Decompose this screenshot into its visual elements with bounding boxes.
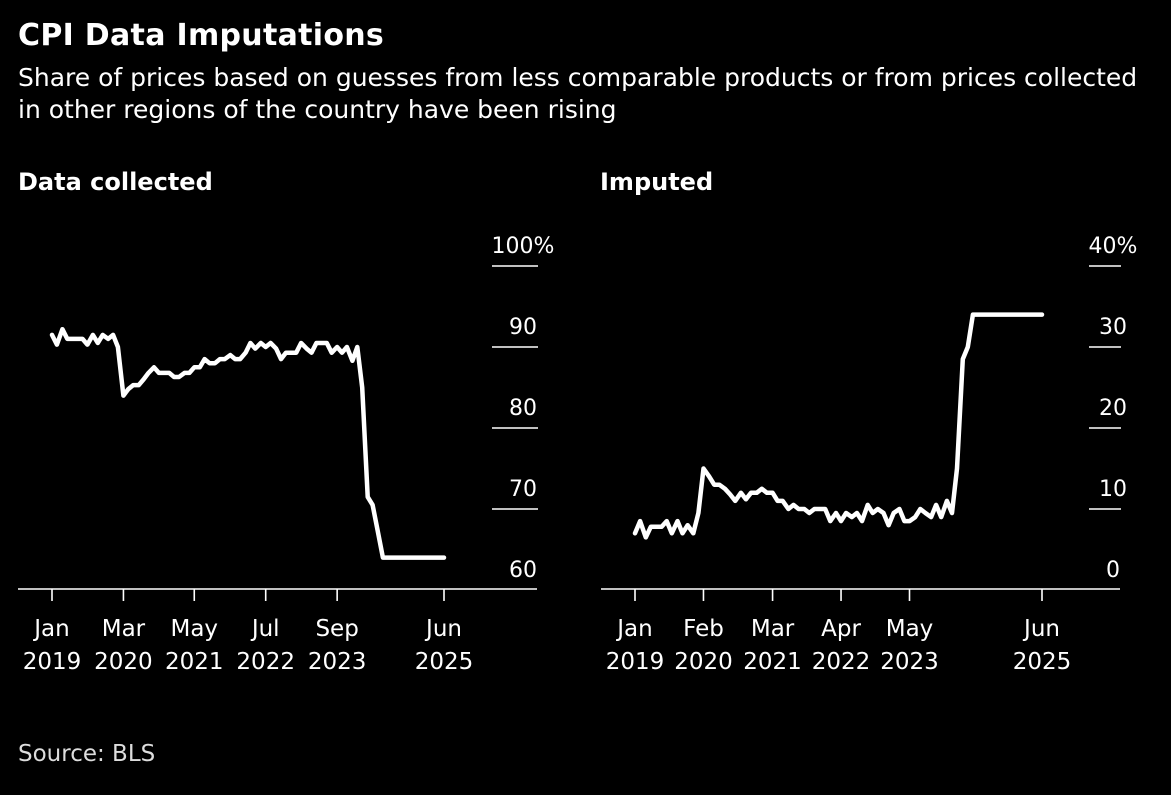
x-tick-label-year: 2022 bbox=[812, 649, 871, 675]
x-tick-label-year: 2025 bbox=[415, 649, 474, 675]
x-tick-label-year: 2023 bbox=[308, 649, 367, 675]
chart-title: CPI Data Imputations bbox=[18, 18, 385, 53]
x-tick-label-year: 2025 bbox=[1013, 649, 1072, 675]
x-tick-label-month: Sep bbox=[315, 616, 358, 642]
x-tick-label-month: May bbox=[886, 616, 934, 642]
y-tick-label: 100% bbox=[492, 234, 555, 259]
x-tick-label-year: 2020 bbox=[94, 649, 153, 675]
panel-data-collected: 100% 90 80 70 60 Jan 2019 Mar 2020 May 2021 Jul 2022… bbox=[18, 234, 554, 675]
x-tick-label-month: Feb bbox=[683, 616, 724, 642]
panel-title-imputed: Imputed bbox=[600, 168, 714, 196]
x-tick-label-year: 2022 bbox=[236, 649, 295, 675]
x-tick-label-year: 2021 bbox=[743, 649, 802, 675]
x-tick-label-month: Jun bbox=[1022, 616, 1060, 642]
panel-imputed: 40% 30 20 10 0 Jan 2019 Feb 2020 Mar 2021 Apr 2022 Ma… bbox=[601, 234, 1137, 675]
x-tick-label-month: Jan bbox=[615, 616, 652, 642]
x-tick-label-year: 2023 bbox=[880, 649, 939, 675]
y-tick-label: 70 bbox=[509, 477, 537, 502]
x-tick-label-month: Jul bbox=[250, 616, 280, 642]
panel-title-data-collected: Data collected bbox=[18, 168, 213, 196]
y-tick-label: 90 bbox=[509, 315, 537, 340]
y-tick-label: 0 bbox=[1106, 558, 1120, 583]
series-line bbox=[49, 326, 447, 560]
x-tick-label-year: 2019 bbox=[23, 649, 82, 675]
chart-subtitle: Share of prices based on guesses from le… bbox=[18, 63, 1138, 124]
y-tick-label: 10 bbox=[1099, 477, 1127, 502]
x-tick-label-month: Mar bbox=[751, 616, 795, 642]
y-tick-label: 20 bbox=[1099, 396, 1127, 421]
y-tick-label: 60 bbox=[509, 558, 537, 583]
source-note: Source: BLS bbox=[18, 741, 156, 767]
x-tick-label-month: Jan bbox=[32, 616, 69, 642]
x-tick-label-month: May bbox=[170, 616, 218, 642]
y-tick-label: 80 bbox=[509, 396, 537, 421]
x-tick-label-month: Mar bbox=[102, 616, 146, 642]
x-tick-label-year: 2020 bbox=[674, 649, 733, 675]
y-tick-label: 30 bbox=[1099, 315, 1127, 340]
x-tick-label-year: 2019 bbox=[606, 649, 665, 675]
series-line bbox=[632, 312, 1045, 540]
x-tick-label-month: Jun bbox=[424, 616, 462, 642]
x-tick-label-year: 2021 bbox=[165, 649, 224, 675]
x-tick-label-month: Apr bbox=[821, 616, 861, 642]
y-tick-label: 40% bbox=[1089, 234, 1138, 259]
